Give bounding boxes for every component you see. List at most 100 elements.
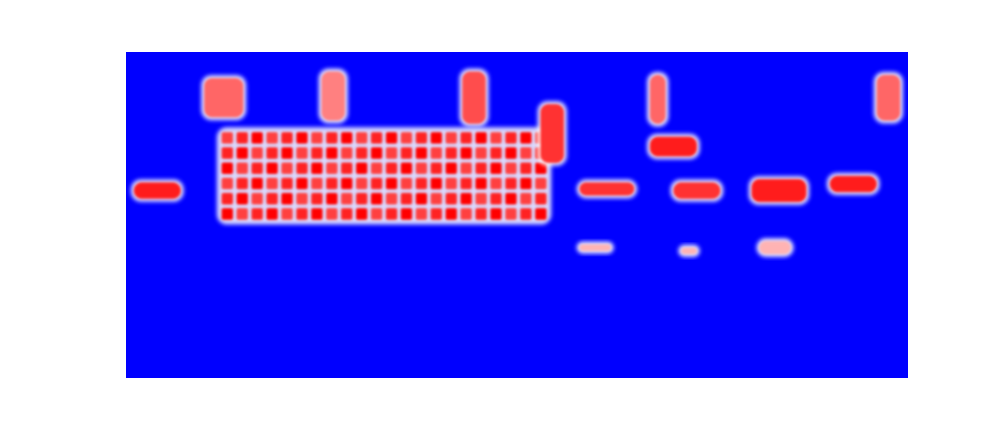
heatmap-cell bbox=[386, 178, 397, 190]
heatmap-cell bbox=[535, 208, 546, 220]
heatmap-blob bbox=[650, 137, 697, 157]
heatmap-cell bbox=[460, 193, 471, 205]
heatmap-cell bbox=[490, 208, 501, 220]
heatmap-cell bbox=[311, 178, 322, 190]
heatmap-cell bbox=[416, 132, 427, 144]
heatmap-cell bbox=[520, 162, 531, 174]
heatmap-cell bbox=[401, 162, 412, 174]
heatmap-cell bbox=[237, 208, 248, 220]
heatmap-cell bbox=[311, 132, 322, 144]
heatmap-cell bbox=[266, 132, 277, 144]
heatmap-blob bbox=[830, 176, 877, 192]
heatmap-cell bbox=[311, 147, 322, 159]
heatmap-cell bbox=[237, 193, 248, 205]
heatmap-cell bbox=[311, 208, 322, 220]
heatmap-cell bbox=[371, 178, 382, 190]
heatmap-blob bbox=[650, 75, 666, 124]
heatmap-cell bbox=[535, 193, 546, 205]
heatmap-cell bbox=[326, 132, 337, 144]
heatmap-cell bbox=[431, 193, 442, 205]
heatmap-blob bbox=[580, 182, 635, 195]
heatmap-cell bbox=[281, 162, 292, 174]
heatmap-cell bbox=[490, 147, 501, 159]
heatmap-cell bbox=[266, 147, 277, 159]
heatmap-cell bbox=[475, 132, 486, 144]
heatmap-cell bbox=[356, 162, 367, 174]
heatmap-cell bbox=[356, 178, 367, 190]
heatmap-cell bbox=[281, 193, 292, 205]
heatmap-cell bbox=[431, 208, 442, 220]
heatmap-cell bbox=[520, 132, 531, 144]
heatmap-cell bbox=[296, 208, 307, 220]
heatmap-blob bbox=[540, 104, 563, 163]
heatmap-cell bbox=[237, 132, 248, 144]
heatmap-cell bbox=[341, 193, 352, 205]
heatmap-cell bbox=[237, 147, 248, 159]
heatmap-cell bbox=[266, 208, 277, 220]
heatmap-cell bbox=[296, 178, 307, 190]
heatmap-cell bbox=[490, 132, 501, 144]
heatmap-cell bbox=[266, 178, 277, 190]
heatmap-cell bbox=[520, 147, 531, 159]
heatmap-cell bbox=[341, 178, 352, 190]
heatmap-cell bbox=[311, 162, 322, 174]
heatmap-cell bbox=[222, 132, 233, 144]
heatmap-cell bbox=[416, 162, 427, 174]
heatmap-cell bbox=[356, 147, 367, 159]
heatmap-cell bbox=[431, 178, 442, 190]
heatmap-cell bbox=[446, 193, 457, 205]
heatmap-cell bbox=[371, 132, 382, 144]
heatmap-cell bbox=[460, 162, 471, 174]
heatmap-cell bbox=[475, 178, 486, 190]
heatmap-blob bbox=[580, 244, 611, 251]
heatmap-cell bbox=[266, 193, 277, 205]
heatmap-cell bbox=[326, 162, 337, 174]
heatmap-blob bbox=[681, 248, 697, 255]
heatmap-cell bbox=[222, 193, 233, 205]
heatmap-cell bbox=[281, 178, 292, 190]
heatmap-cell bbox=[281, 132, 292, 144]
heatmap-cell bbox=[446, 147, 457, 159]
heatmap-cell bbox=[281, 147, 292, 159]
heatmap-cell bbox=[296, 193, 307, 205]
heatmap-blob bbox=[759, 241, 790, 254]
heatmap-cell bbox=[281, 208, 292, 220]
heatmap-cell bbox=[505, 162, 516, 174]
heatmap-blob bbox=[134, 182, 181, 198]
heatmap-cell bbox=[341, 132, 352, 144]
heatmap-cell bbox=[237, 162, 248, 174]
heatmap-cell bbox=[341, 162, 352, 174]
heatmap-cell bbox=[505, 132, 516, 144]
heatmap-cell bbox=[251, 193, 262, 205]
heatmap-cell bbox=[505, 147, 516, 159]
heatmap-cell bbox=[401, 132, 412, 144]
heatmap-cell bbox=[266, 162, 277, 174]
heatmap-cell bbox=[251, 178, 262, 190]
heatmap-cell bbox=[416, 147, 427, 159]
heatmap-cell bbox=[326, 178, 337, 190]
heatmap-cell bbox=[416, 208, 427, 220]
heatmap-cell bbox=[431, 132, 442, 144]
heatmap-cell bbox=[326, 208, 337, 220]
heatmap-cell bbox=[460, 147, 471, 159]
heatmap-cell bbox=[222, 208, 233, 220]
heatmap-cell bbox=[431, 147, 442, 159]
heatmap-cell bbox=[222, 162, 233, 174]
heatmap-cell bbox=[401, 178, 412, 190]
heatmap-cell bbox=[460, 178, 471, 190]
heatmap-blob bbox=[204, 78, 243, 117]
heatmap-cell bbox=[505, 193, 516, 205]
heatmap-cell bbox=[460, 132, 471, 144]
heatmap-cell bbox=[490, 178, 501, 190]
heatmap-cell bbox=[371, 193, 382, 205]
heatmap-cell bbox=[356, 193, 367, 205]
heatmap-cell bbox=[341, 208, 352, 220]
heatmap-cell bbox=[475, 162, 486, 174]
heatmap-cell bbox=[401, 147, 412, 159]
heatmap-cell bbox=[341, 147, 352, 159]
heatmap-cell bbox=[401, 193, 412, 205]
heatmap-cell bbox=[251, 132, 262, 144]
heatmap-cell bbox=[475, 147, 486, 159]
